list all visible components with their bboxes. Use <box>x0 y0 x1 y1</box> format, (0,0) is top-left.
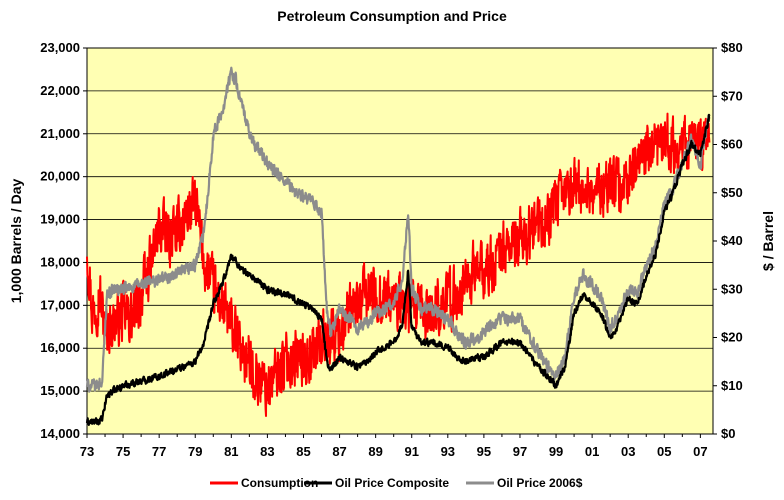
y-axis-left: 14,000 15,000 16,000 17,000 18,000 19,000 20,0… <box>40 40 87 441</box>
y-left-tick-label: 20,000 <box>40 169 80 184</box>
x-axis: 73 75 77 79 81 83 85 87 89 91 93 95 97 99 01 03 05 07 <box>80 434 708 459</box>
y-left-tick-label: 15,000 <box>40 383 80 398</box>
x-tick-label: 81 <box>224 444 238 459</box>
y-right-tick-label: $40 <box>721 233 743 248</box>
y-left-tick-label: 19,000 <box>40 212 80 227</box>
x-tick-label: 93 <box>441 444 455 459</box>
y-left-tick-label: 18,000 <box>40 254 80 269</box>
legend-label-composite: Oil Price Composite <box>335 476 449 490</box>
x-tick-label: 77 <box>152 444 166 459</box>
x-tick-label: 07 <box>693 444 707 459</box>
x-tick-label: 91 <box>404 444 418 459</box>
x-tick-label: 99 <box>549 444 563 459</box>
y-right-tick-label: $10 <box>721 378 743 393</box>
y-right-tick-label: $30 <box>721 281 743 296</box>
y-left-tick-label: 21,000 <box>40 126 80 141</box>
y-left-tick-label: 16,000 <box>40 340 80 355</box>
y-right-tick-label: $20 <box>721 330 743 345</box>
x-tick-label: 97 <box>513 444 527 459</box>
series-layer <box>85 66 711 426</box>
y-right-tick-label: $80 <box>721 40 743 55</box>
legend-label-real: Oil Price 2006$ <box>497 476 583 490</box>
y-right-tick-label: $0 <box>721 426 735 441</box>
x-tick-label: 05 <box>657 444 671 459</box>
y-axis-right-title: $ / Barrel <box>760 211 776 271</box>
y-axis-right: $0 $10 $20 $30 $40 $50 $60 $70 $80 <box>713 40 743 441</box>
x-tick-label: 75 <box>116 444 130 459</box>
x-tick-label: 83 <box>260 444 274 459</box>
series-line-oil-price-2006- <box>85 66 711 393</box>
series-line-consumption <box>86 112 711 417</box>
chart-title: Petroleum Consumption and Price <box>277 8 507 24</box>
y-axis-left-title: 1,000 Barrels / Day <box>8 179 24 304</box>
plot-area <box>86 47 714 435</box>
x-tick-label: 89 <box>368 444 382 459</box>
x-tick-label: 01 <box>585 444 599 459</box>
y-right-tick-label: $70 <box>721 88 743 103</box>
legend: Consumption Oil Price Composite Oil Pric… <box>210 476 583 490</box>
x-tick-label: 87 <box>332 444 346 459</box>
y-left-tick-label: 17,000 <box>40 297 80 312</box>
x-tick-label: 79 <box>188 444 202 459</box>
y-right-tick-label: $50 <box>721 185 743 200</box>
x-tick-label: 95 <box>477 444 491 459</box>
x-tick-label: 03 <box>621 444 635 459</box>
x-tick-label: 73 <box>80 444 94 459</box>
y-left-tick-label: 14,000 <box>40 426 80 441</box>
x-tick-label: 85 <box>296 444 310 459</box>
y-right-tick-label: $60 <box>721 137 743 152</box>
y-left-tick-label: 22,000 <box>40 83 80 98</box>
y-left-tick-label: 23,000 <box>40 40 80 55</box>
series-line-oil-price-composite <box>85 113 711 426</box>
legend-label-consumption: Consumption <box>241 476 318 490</box>
